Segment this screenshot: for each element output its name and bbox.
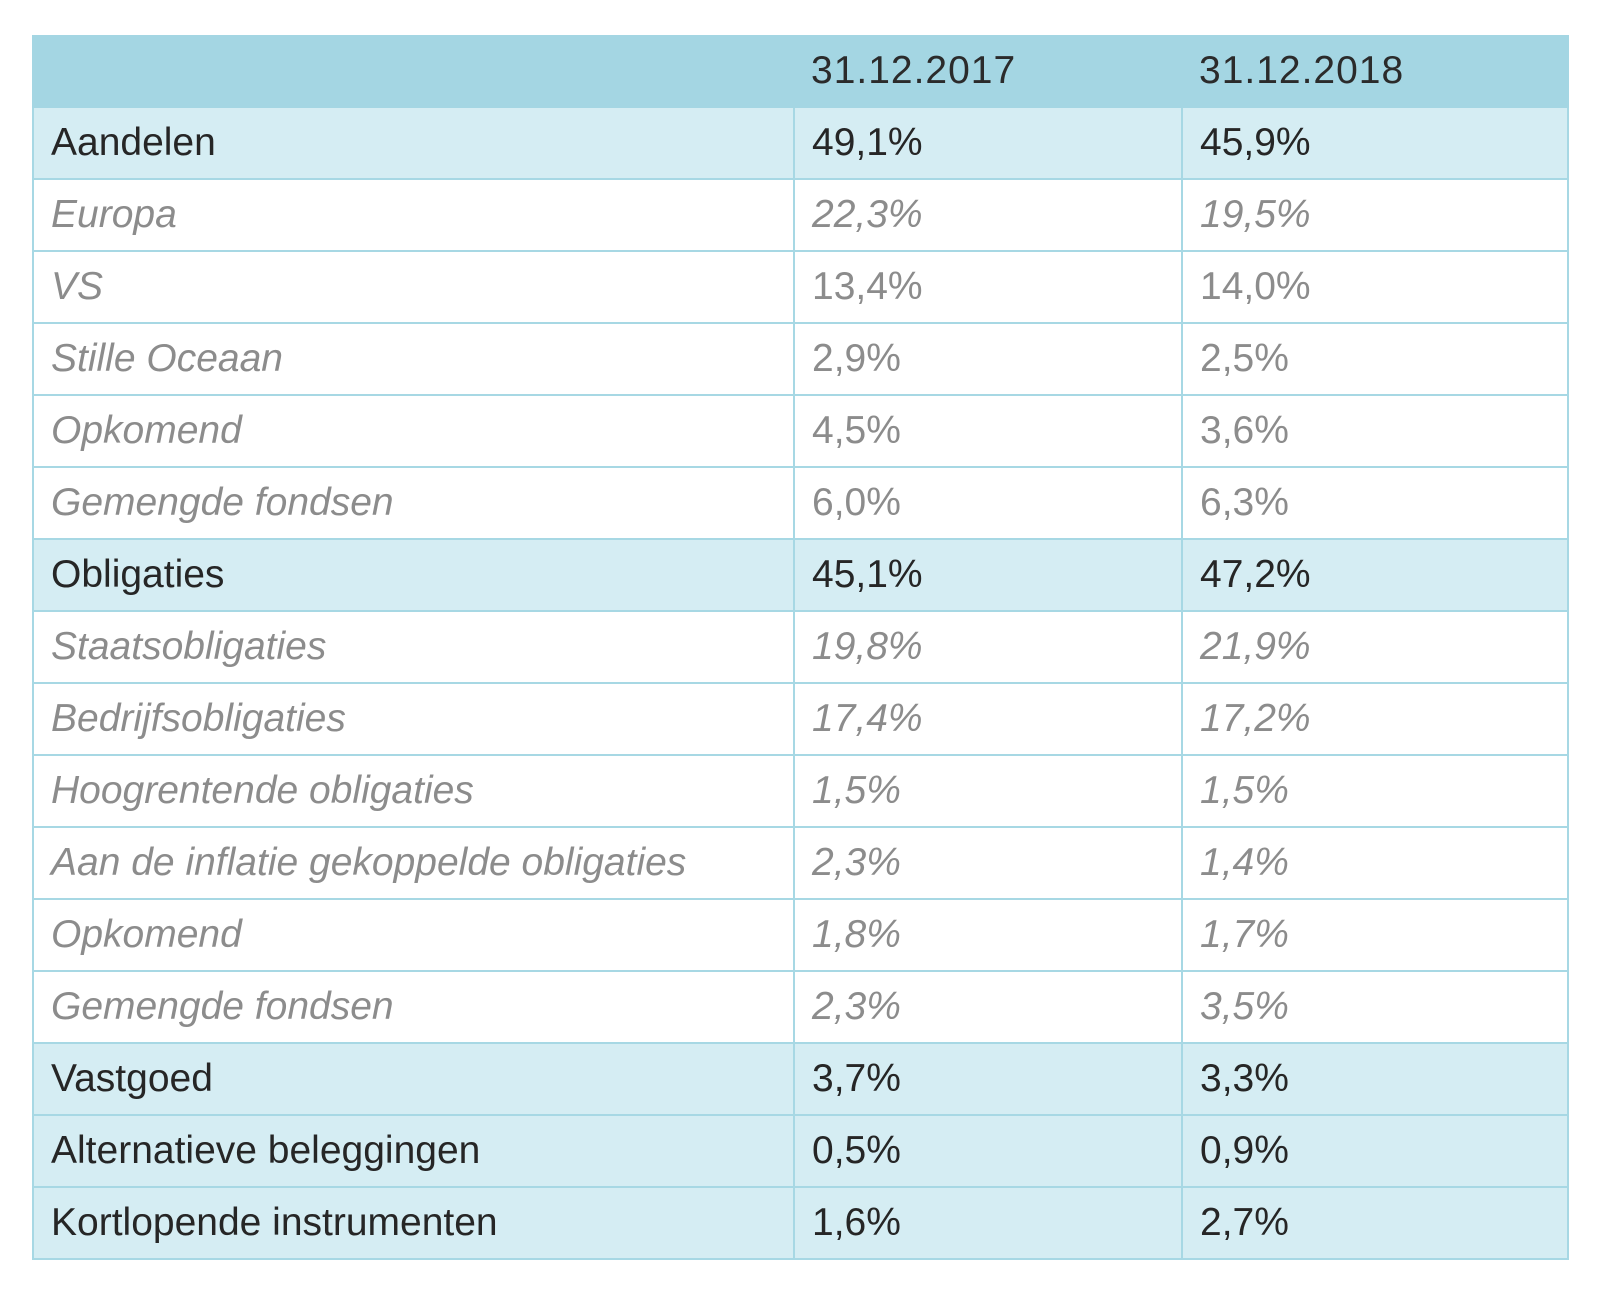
row-label: Hoogrentende obligaties [32,754,795,828]
value-2017: 45,1% [793,538,1183,612]
value-2017: 0,5% [793,1114,1183,1188]
value-2018: 3,3% [1181,1042,1569,1116]
table-row: Stille Oceaan 2,9% 2,5% [32,322,1569,396]
row-label: VS [32,250,795,324]
table-row: Bedrijfsobligaties 17,4% 17,2% [32,682,1569,756]
value-2018: 2,7% [1181,1186,1569,1260]
value-2018: 21,9% [1181,610,1569,684]
row-label: Europa [32,178,795,252]
value-2017: 13,4% [793,250,1183,324]
value-2018: 47,2% [1181,538,1569,612]
allocation-table-container: 31.12.2017 31.12.2018 Aandelen 49,1% 45,9%… [32,35,1569,1260]
value-2018: 14,0% [1181,250,1569,324]
row-label: Gemengde fondsen [32,970,795,1044]
value-2017: 1,5% [793,754,1183,828]
value-2017: 1,8% [793,898,1183,972]
value-2018: 2,5% [1181,322,1569,396]
value-2018: 3,6% [1181,394,1569,468]
table-row: Vastgoed 3,7% 3,3% [32,1042,1569,1116]
row-label: Obligaties [32,538,795,612]
row-label: Stille Oceaan [32,322,795,396]
value-2018: 1,5% [1181,754,1569,828]
table-row: Alternatieve beleggingen 0,5% 0,9% [32,1114,1569,1188]
value-2017: 49,1% [793,106,1183,180]
value-2018: 1,4% [1181,826,1569,900]
value-2018: 17,2% [1181,682,1569,756]
value-2018: 3,5% [1181,970,1569,1044]
table-row: Europa 22,3% 19,5% [32,178,1569,252]
value-2017: 17,4% [793,682,1183,756]
value-2017: 2,3% [793,826,1183,900]
table-row: Opkomend 4,5% 3,6% [32,394,1569,468]
table-row: Aan de inflatie gekoppelde obligaties 2,3… [32,826,1569,900]
table-row: VS 13,4% 14,0% [32,250,1569,324]
value-2017: 2,9% [793,322,1183,396]
value-2017: 2,3% [793,970,1183,1044]
allocation-table: 31.12.2017 31.12.2018 Aandelen 49,1% 45,9%… [32,35,1569,1260]
table-row: Aandelen 49,1% 45,9% [32,106,1569,180]
row-label: Bedrijfsobligaties [32,682,795,756]
header-2017: 31.12.2017 [794,35,1182,108]
value-2017: 6,0% [793,466,1183,540]
value-2017: 4,5% [793,394,1183,468]
value-2017: 1,6% [793,1186,1183,1260]
value-2017: 19,8% [793,610,1183,684]
table-header-row: 31.12.2017 31.12.2018 [32,35,1569,108]
value-2018: 1,7% [1181,898,1569,972]
row-label: Staatsobligaties [32,610,795,684]
value-2018: 45,9% [1181,106,1569,180]
row-label: Kortlopende instrumenten [32,1186,795,1260]
table-row: Obligaties 45,1% 47,2% [32,538,1569,612]
table-row: Staatsobligaties 19,8% 21,9% [32,610,1569,684]
header-label-cell [32,35,794,108]
table-row: Kortlopende instrumenten 1,6% 2,7% [32,1186,1569,1260]
row-label: Alternatieve beleggingen [32,1114,795,1188]
header-2018: 31.12.2018 [1182,35,1569,108]
row-label: Opkomend [32,898,795,972]
row-label: Vastgoed [32,1042,795,1116]
table-row: Opkomend 1,8% 1,7% [32,898,1569,972]
table-body: Aandelen 49,1% 45,9% Europa 22,3% 19,5% VS 13,4… [32,106,1569,1260]
row-label: Aan de inflatie gekoppelde obligaties [32,826,795,900]
table-row: Gemengde fondsen 2,3% 3,5% [32,970,1569,1044]
value-2017: 22,3% [793,178,1183,252]
row-label: Aandelen [32,106,795,180]
value-2018: 6,3% [1181,466,1569,540]
row-label: Gemengde fondsen [32,466,795,540]
value-2018: 19,5% [1181,178,1569,252]
table-row: Gemengde fondsen 6,0% 6,3% [32,466,1569,540]
value-2017: 3,7% [793,1042,1183,1116]
value-2018: 0,9% [1181,1114,1569,1188]
row-label: Opkomend [32,394,795,468]
table-row: Hoogrentende obligaties 1,5% 1,5% [32,754,1569,828]
